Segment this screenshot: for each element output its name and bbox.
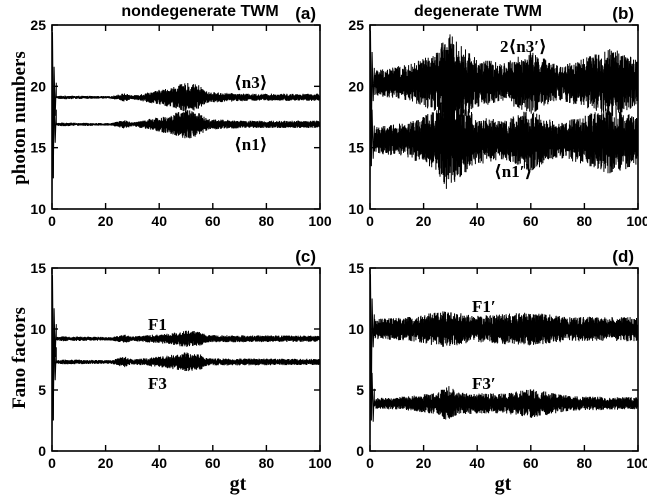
series-line xyxy=(369,281,639,445)
x-tick-label: 80 xyxy=(259,213,275,229)
series-line xyxy=(51,275,321,445)
panel-label: (d) xyxy=(612,247,634,266)
x-tick-label: 100 xyxy=(308,213,332,229)
series-line xyxy=(369,30,639,191)
plot-frame xyxy=(51,267,321,452)
y-tick-label: 20 xyxy=(348,78,364,94)
panel-title: nondegenerate TWM xyxy=(121,3,278,20)
series-annotation: F1′ xyxy=(472,297,496,316)
y-tick-label: 5 xyxy=(356,382,364,398)
panel-d: 0 20 40 60 80 100 0 5 10 15 (d) F1′ F3′ xyxy=(348,247,647,471)
panel-title: degenerate TWM xyxy=(414,3,542,20)
ylabel-top: photon numbers xyxy=(9,51,30,185)
series-annotation: 2⟨n3′⟩ xyxy=(500,37,547,56)
xlabel-right: gt xyxy=(495,473,512,495)
series-annotation: F3′ xyxy=(472,374,496,393)
panel-label: (b) xyxy=(612,4,634,23)
x-tick-label: 80 xyxy=(577,455,593,471)
x-tick-label: 0 xyxy=(366,455,374,471)
x-tick-label: 40 xyxy=(469,455,485,471)
panel-b: 0 20 40 60 80 100 10 15 20 25 degenerate TWM (b) 2⟨n… xyxy=(348,3,647,229)
plot-frame xyxy=(369,24,639,210)
series-annotation: ⟨n1′⟩ xyxy=(494,162,532,181)
x-tick-label: 20 xyxy=(416,213,432,229)
y-tick-label: 10 xyxy=(348,201,364,217)
panel-label: (a) xyxy=(295,4,316,23)
y-tick-label: 5 xyxy=(38,382,46,398)
x-tick-label: 60 xyxy=(523,213,539,229)
plot-frame xyxy=(369,267,639,452)
x-tick-label: 20 xyxy=(98,213,114,229)
x-tick-label: 60 xyxy=(205,213,221,229)
series-line xyxy=(51,32,321,203)
x-tick-label: 60 xyxy=(523,455,539,471)
y-tick-label: 15 xyxy=(348,140,364,156)
series-line xyxy=(369,36,639,191)
ylabel-bottom: Fano factors xyxy=(9,307,30,409)
x-tick-label: 40 xyxy=(151,213,167,229)
panel-a: 0 20 40 60 80 100 10 15 20 25 nondegenerate TWM (a)… xyxy=(30,3,331,229)
series-annotation: ⟨n3⟩ xyxy=(234,73,268,92)
y-tick-label: 0 xyxy=(356,443,364,459)
y-tick-label: 0 xyxy=(38,443,46,459)
x-tick-label: 40 xyxy=(469,213,485,229)
x-tick-label: 20 xyxy=(98,455,114,471)
series-annotation: F1 xyxy=(148,315,167,334)
y-tick-label: 10 xyxy=(30,201,46,217)
y-tick-label: 15 xyxy=(30,260,46,276)
panel-c: 0 20 40 60 80 100 0 5 10 15 (c) F1 F3 xyxy=(30,247,331,471)
series-line xyxy=(51,277,321,445)
x-tick-label: 20 xyxy=(416,455,432,471)
x-tick-label: 80 xyxy=(577,213,593,229)
x-tick-label: 0 xyxy=(366,213,374,229)
plot-frame xyxy=(51,24,321,210)
x-tick-label: 80 xyxy=(259,455,275,471)
y-tick-label: 15 xyxy=(30,140,46,156)
y-tick-label: 10 xyxy=(348,321,364,337)
y-tick-label: 25 xyxy=(348,17,364,33)
series-line xyxy=(51,34,321,203)
y-tick-label: 20 xyxy=(30,78,46,94)
x-tick-label: 0 xyxy=(48,455,56,471)
x-tick-label: 40 xyxy=(151,455,167,471)
panel-label: (c) xyxy=(295,247,316,266)
x-tick-label: 0 xyxy=(48,213,56,229)
x-tick-label: 100 xyxy=(308,455,332,471)
y-tick-label: 25 xyxy=(30,17,46,33)
x-tick-label: 60 xyxy=(205,455,221,471)
x-tick-label: 100 xyxy=(626,455,647,471)
y-tick-label: 10 xyxy=(30,321,46,337)
y-tick-label: 15 xyxy=(348,260,364,276)
xlabel-left: gt xyxy=(230,473,247,495)
series-annotation: F3 xyxy=(148,374,167,393)
x-tick-label: 100 xyxy=(626,213,647,229)
series-line xyxy=(369,274,639,445)
series-annotation: ⟨n1⟩ xyxy=(234,135,268,154)
